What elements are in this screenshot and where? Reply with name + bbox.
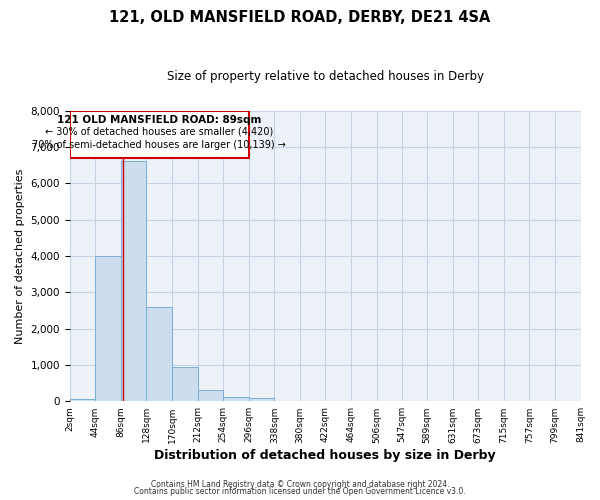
X-axis label: Distribution of detached houses by size in Derby: Distribution of detached houses by size … xyxy=(154,450,496,462)
Text: 70% of semi-detached houses are larger (10,139) →: 70% of semi-detached houses are larger (… xyxy=(32,140,286,149)
Text: 121 OLD MANSFIELD ROAD: 89sqm: 121 OLD MANSFIELD ROAD: 89sqm xyxy=(57,116,262,126)
Bar xyxy=(121,162,146,402)
Bar xyxy=(172,367,197,402)
Bar xyxy=(70,399,95,402)
Bar xyxy=(146,307,172,402)
Text: Contains HM Land Registry data © Crown copyright and database right 2024.: Contains HM Land Registry data © Crown c… xyxy=(151,480,449,489)
Bar xyxy=(70,110,249,158)
Bar xyxy=(249,398,274,402)
Bar xyxy=(197,390,223,402)
Y-axis label: Number of detached properties: Number of detached properties xyxy=(15,168,25,344)
Text: ← 30% of detached houses are smaller (4,420): ← 30% of detached houses are smaller (4,… xyxy=(45,126,274,136)
Bar xyxy=(223,397,249,402)
Text: 121, OLD MANSFIELD ROAD, DERBY, DE21 4SA: 121, OLD MANSFIELD ROAD, DERBY, DE21 4SA xyxy=(109,10,491,25)
Title: Size of property relative to detached houses in Derby: Size of property relative to detached ho… xyxy=(167,70,484,83)
Text: Contains public sector information licensed under the Open Government Licence v3: Contains public sector information licen… xyxy=(134,487,466,496)
Bar xyxy=(95,256,121,402)
